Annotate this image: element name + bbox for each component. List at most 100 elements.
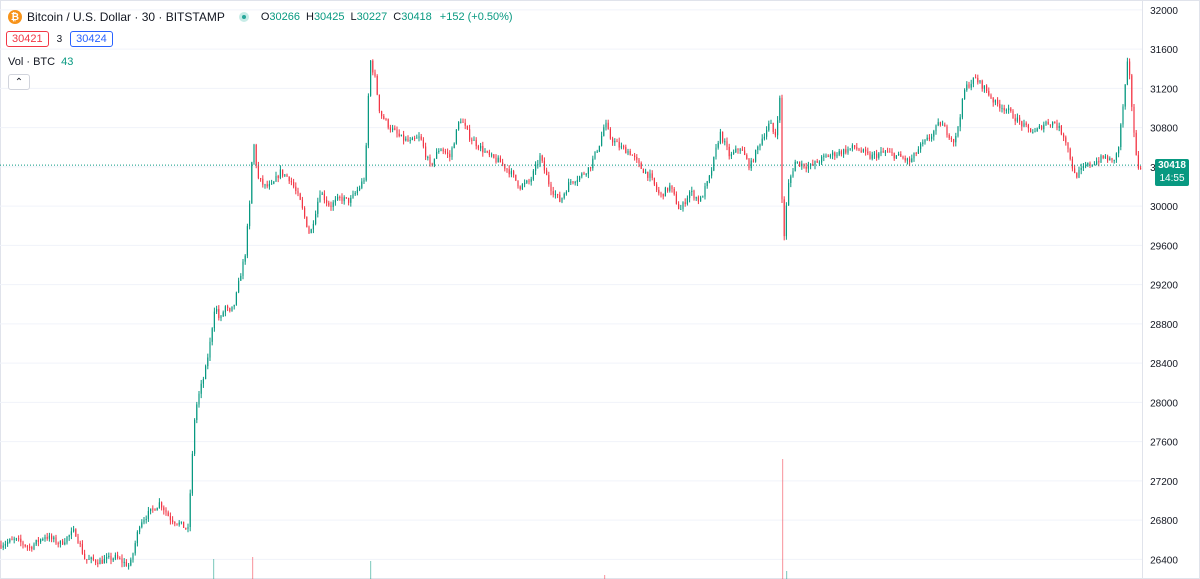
candle-body [777, 120, 779, 136]
bitcoin-logo-icon: ₿ [8, 10, 22, 24]
candle-body [1003, 108, 1005, 111]
candle [550, 181, 552, 196]
candle-body [141, 522, 143, 528]
candle [1008, 104, 1010, 114]
candle [975, 74, 977, 79]
candle [262, 175, 264, 188]
candle-body [924, 139, 926, 143]
candle [1005, 108, 1007, 114]
volume-label[interactable]: Vol · BTC [8, 56, 56, 68]
candle [224, 305, 226, 317]
candle-body [279, 169, 281, 178]
candle [647, 171, 649, 181]
candle-body [350, 197, 352, 203]
candle [1137, 150, 1139, 170]
candle-body [315, 213, 317, 224]
symbol-title[interactable]: Bitcoin / U.S. Dollar · 30 · BITSTAMP [27, 10, 225, 24]
candle [673, 187, 675, 196]
grid-lines [0, 9, 1142, 560]
candle [312, 220, 314, 234]
candle [299, 192, 301, 201]
candle [62, 538, 64, 546]
candle [442, 147, 444, 155]
candle-body [326, 200, 328, 203]
candle [286, 173, 288, 177]
candle [1021, 120, 1023, 131]
candle [444, 148, 446, 155]
sell-button[interactable]: 30421 [6, 31, 49, 47]
candle-body [253, 144, 255, 163]
candle-body [460, 121, 462, 123]
candle [165, 507, 167, 516]
candle-body [543, 160, 545, 171]
candle-body [497, 157, 499, 163]
candle [832, 150, 834, 160]
candle-body [308, 227, 310, 234]
candle-body [752, 160, 754, 162]
collapse-legend-button[interactable]: ⌃ [8, 74, 30, 90]
buy-button[interactable]: 30424 [70, 31, 113, 47]
candle-body [997, 99, 999, 104]
candle-body [979, 80, 981, 83]
candle-body [70, 531, 72, 536]
candle-body [988, 90, 990, 96]
candle [1060, 124, 1062, 136]
market-status-icon[interactable] [238, 12, 249, 22]
candle [480, 142, 482, 152]
candle-body [700, 197, 702, 202]
candle-body [42, 539, 44, 541]
candle [583, 171, 585, 175]
candle-body [964, 89, 966, 99]
candle [7, 538, 9, 547]
candle-body [1129, 61, 1131, 76]
candle [176, 523, 178, 526]
candle [246, 223, 248, 259]
candle [592, 155, 594, 171]
candle-body [849, 148, 851, 150]
candle [315, 210, 317, 226]
candle-body [356, 190, 358, 194]
candle-body [339, 196, 341, 198]
candle [288, 176, 290, 184]
candle [55, 534, 57, 545]
candle [730, 151, 732, 160]
candle [574, 180, 576, 186]
candle [473, 136, 475, 141]
candle-body [304, 207, 306, 217]
candle-body [838, 151, 840, 155]
candle [900, 151, 902, 157]
candle [669, 182, 671, 193]
candle-body [519, 186, 521, 189]
candle-body [436, 151, 438, 159]
candle-body [812, 164, 814, 166]
candle [1100, 154, 1102, 164]
candle-body [62, 540, 64, 545]
candle-body [1016, 117, 1018, 122]
candle-body [334, 199, 336, 203]
candle-body [1124, 84, 1126, 107]
candle-body [242, 261, 244, 276]
candle [189, 489, 191, 532]
candle [1126, 57, 1128, 86]
y-tick-label: 30000 [1150, 202, 1178, 213]
candle-body [513, 171, 515, 175]
candle [121, 554, 123, 568]
candle [906, 157, 908, 165]
candle [737, 148, 739, 154]
candle [871, 151, 873, 161]
candle [136, 530, 138, 547]
candle-body [510, 171, 512, 175]
candle-body [603, 127, 605, 136]
candle-body [433, 158, 435, 165]
candle [119, 556, 121, 560]
candle-body [348, 197, 350, 203]
candle-body [539, 155, 541, 165]
candle-body [691, 190, 693, 193]
candle [563, 192, 565, 200]
candle [1102, 155, 1104, 160]
candle-body [216, 308, 218, 312]
open-value: 30266 [269, 11, 300, 23]
candle [625, 144, 627, 154]
candle-body [922, 142, 924, 144]
